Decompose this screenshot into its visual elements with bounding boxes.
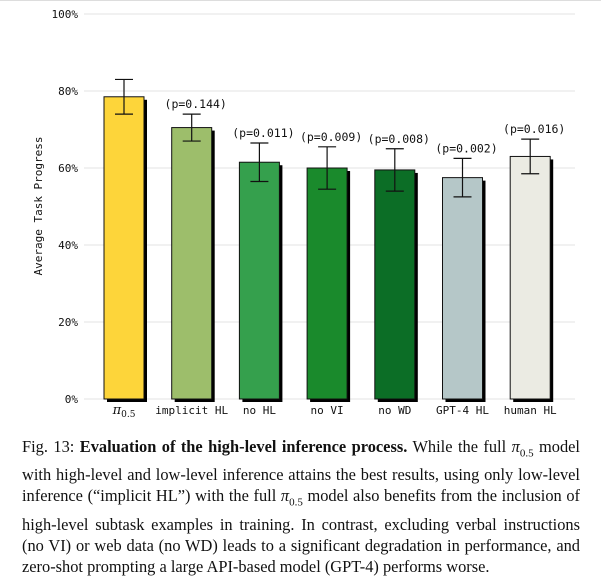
figure-caption: Fig. 13: Evaluation of the high-level in… bbox=[22, 436, 580, 577]
x-tick-label: no HL bbox=[243, 404, 276, 417]
p-value-label: (p=0.002) bbox=[435, 141, 497, 155]
y-tick-label: 40% bbox=[58, 239, 78, 252]
x-tick-label: no VI bbox=[311, 404, 344, 417]
caption-pi-2: π bbox=[280, 486, 290, 506]
caption-title: Evaluation of the high-level inference p… bbox=[79, 437, 408, 456]
p-value-label: (p=0.008) bbox=[368, 132, 430, 146]
p-value-label: (p=0.009) bbox=[300, 130, 362, 144]
caption-pi-1: π bbox=[511, 437, 520, 456]
y-tick-label: 0% bbox=[65, 393, 79, 406]
y-tick-label: 20% bbox=[58, 316, 78, 329]
x-tick-label: π0.5 bbox=[112, 403, 136, 420]
x-tick-label: implicit HL bbox=[155, 404, 228, 417]
caption-text-2: model with high-level and low-level infe… bbox=[22, 437, 580, 506]
caption-label: Fig. 13: bbox=[22, 437, 80, 456]
caption-text-1: While the full bbox=[407, 437, 512, 456]
p-value-label: (p=0.016) bbox=[503, 122, 565, 136]
y-axis-label: Average Task Progress bbox=[32, 136, 45, 275]
x-tick-label: human HL bbox=[504, 404, 557, 417]
x-tick-label: no WD bbox=[378, 404, 411, 417]
y-tick-label: 60% bbox=[58, 162, 78, 175]
bar bbox=[171, 127, 213, 400]
bar-chart: 0% 20% 40% 60% 80% 100% Average Task Progress… bbox=[0, 0, 601, 420]
bar bbox=[238, 161, 280, 400]
bar bbox=[103, 96, 145, 400]
p-value-label: (p=0.144) bbox=[165, 97, 227, 111]
caption-sub-1: 0.5 bbox=[519, 447, 534, 460]
caption-sub-2: 0.5 bbox=[289, 496, 303, 509]
y-tick-label: 80% bbox=[58, 85, 78, 98]
p-value-label: (p=0.011) bbox=[232, 126, 294, 140]
bar bbox=[374, 169, 416, 400]
bar bbox=[442, 177, 483, 400]
bar bbox=[306, 167, 348, 400]
caption-text-3: model also benefits from the inclusion o… bbox=[22, 486, 580, 576]
bar bbox=[509, 155, 551, 400]
x-tick-label: GPT-4 HL bbox=[436, 404, 489, 417]
y-tick-label: 100% bbox=[52, 8, 79, 21]
